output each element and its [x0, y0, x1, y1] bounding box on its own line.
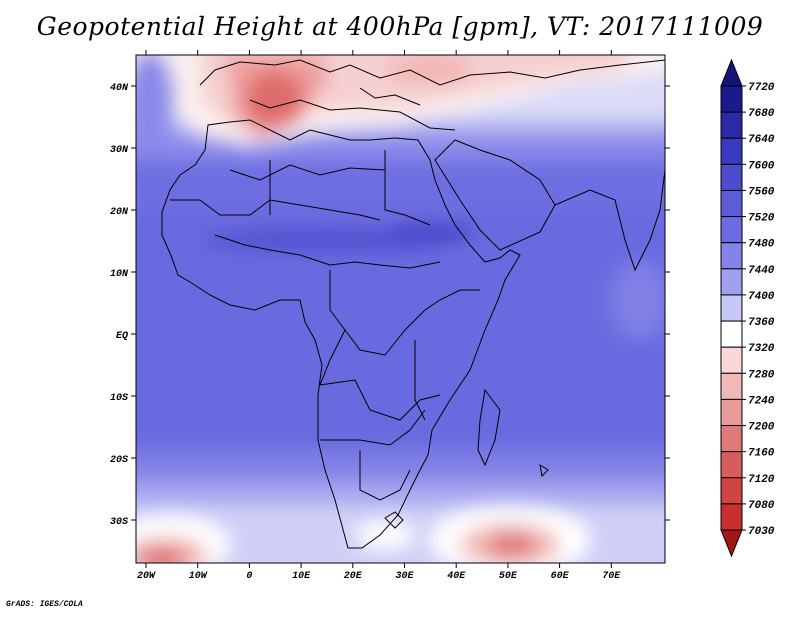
colorbar-label: 7400	[748, 291, 775, 303]
colorbar-swatch	[720, 477, 743, 505]
latitude-labels: 40N 30N 20N 10N EQ 10S 20S 30S	[110, 83, 129, 528]
colorbar-swatch	[720, 189, 743, 218]
lon-label: 20W	[137, 571, 156, 582]
lat-label: 20N	[110, 207, 129, 218]
coastlines	[161, 59, 665, 549]
colorbar-label: 7120	[748, 474, 775, 486]
colorbar-label: 7360	[748, 317, 775, 329]
colorbar-label: 7520	[748, 213, 775, 225]
lat-label: 30S	[110, 517, 128, 528]
colorbar-swatch	[720, 216, 743, 244]
lat-label: 10S	[110, 393, 128, 404]
lat-label: 30N	[110, 145, 129, 156]
colorbar-label: 7160	[748, 448, 775, 460]
colorbar-top-arrow	[720, 58, 743, 87]
map-frame	[131, 50, 670, 568]
colorbar-label: 7320	[748, 343, 775, 355]
colorbar-label: 7720	[748, 82, 775, 94]
colorbar-label: 7080	[748, 500, 775, 512]
colorbar-label: 7480	[748, 239, 775, 251]
lon-label: 50E	[499, 571, 518, 582]
colorbar-label: 7240	[748, 395, 775, 407]
longitude-labels: 20W 10W 0 10E 20E 30E 40E 50E 60E 70E	[137, 571, 621, 582]
lat-label: 20S	[110, 455, 128, 466]
colorbar-swatch	[720, 137, 743, 165]
lat-label: 40N	[110, 83, 129, 94]
colorbar-swatch	[720, 503, 743, 531]
lon-label: 60E	[551, 571, 570, 582]
colorbar-label: 7280	[748, 369, 775, 381]
colorbar-swatch	[720, 425, 743, 453]
map-title: Geopotential Height at 400hPa [gpm], VT:…	[36, 12, 764, 41]
colorbar-label: 7440	[748, 265, 775, 277]
lon-label: 0	[246, 571, 252, 582]
lat-label: EQ	[116, 331, 128, 342]
colorbar-swatch	[720, 346, 743, 374]
colorbar-label: 7640	[748, 134, 775, 146]
colorbar-label: 7560	[748, 186, 775, 198]
colorbar-bottom-arrow	[720, 529, 743, 558]
colorbar-swatch	[720, 163, 743, 191]
colorbar-label: 7600	[748, 160, 775, 172]
colorbar-label: 7200	[748, 422, 775, 434]
colorbar-swatch	[720, 85, 743, 113]
colorbar-swatch	[720, 398, 743, 427]
geopotential-field	[136, 55, 665, 563]
colorbar-swatch	[720, 451, 743, 479]
lat-label: 10N	[110, 269, 129, 280]
colorbar: 7720 7680 7640 7600 7560 7520 7480 7440 7400 7360…	[720, 58, 775, 558]
colorbar-label: 7030	[748, 526, 775, 538]
lon-label: 30E	[395, 571, 414, 582]
lon-label: 70E	[602, 571, 621, 582]
colorbar-swatch	[720, 294, 743, 322]
colorbar-swatch	[720, 268, 743, 296]
lon-label: 10W	[189, 571, 208, 582]
footer-credit: GrADS: IGES/COLA	[6, 600, 83, 609]
lon-label: 40E	[447, 571, 466, 582]
lon-label: 10E	[292, 571, 311, 582]
lon-label: 20E	[344, 571, 363, 582]
colorbar-label: 7680	[748, 108, 775, 120]
colorbar-swatch	[720, 111, 743, 139]
colorbar-swatch	[720, 372, 743, 400]
colorbar-swatch	[720, 320, 743, 348]
colorbar-swatch	[720, 242, 743, 270]
